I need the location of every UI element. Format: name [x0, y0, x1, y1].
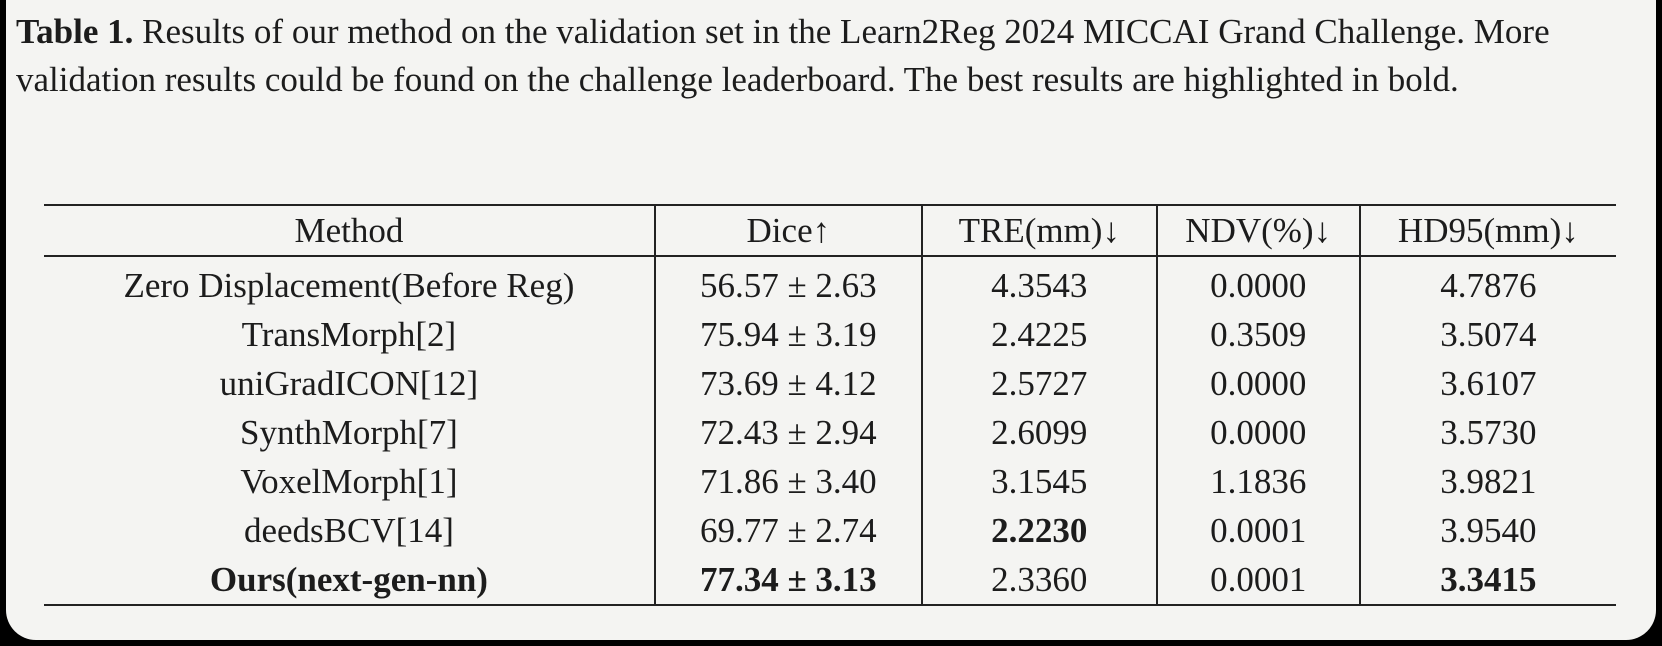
- cell-dice: 73.69 ± 4.12: [653, 359, 922, 408]
- cell-hd95: 4.7876: [1358, 256, 1616, 310]
- caption-text: Results of our method on the validation …: [16, 12, 1550, 99]
- cell-hd95: 3.5730: [1358, 408, 1616, 457]
- cell-method: SynthMorph[7]: [240, 413, 458, 452]
- cell-hd95: 3.9540: [1358, 506, 1616, 555]
- cell-dice: 77.34 ± 3.13: [653, 555, 922, 605]
- table-header-row: Method Dice↑ TRE(mm)↓ NDV(%)↓ HD95(mm)↓: [44, 205, 1616, 257]
- table-row: TransMorph[2] 75.94 ± 3.19 2.4225 0.3509…: [44, 310, 1616, 359]
- cell-method: VoxelMorph[1]: [240, 462, 458, 501]
- cell-dice: 72.43 ± 2.94: [653, 408, 922, 457]
- results-table: Method Dice↑ TRE(mm)↓ NDV(%)↓ HD95(mm)↓ …: [44, 204, 1616, 606]
- cell-tre: 2.6099: [920, 408, 1157, 457]
- cell-tre: 2.3360: [920, 555, 1157, 605]
- header-hd95: HD95(mm)↓: [1358, 205, 1616, 257]
- table-row: VoxelMorph[1] 71.86 ± 3.40 3.1545 1.1836…: [44, 457, 1616, 506]
- table-row: Ours(next-gen-nn) 77.34 ± 3.13 2.3360 0.…: [44, 555, 1616, 605]
- cell-method: Ours(next-gen-nn): [209, 560, 488, 599]
- cell-ndv: 0.0000: [1155, 359, 1360, 408]
- cell-tre: 3.1545: [920, 457, 1157, 506]
- header-method: Method: [44, 205, 655, 257]
- cell-hd95: 3.9821: [1358, 457, 1616, 506]
- results-table-wrapper: Method Dice↑ TRE(mm)↓ NDV(%)↓ HD95(mm)↓ …: [44, 204, 1616, 606]
- header-ndv: NDV(%)↓: [1155, 205, 1360, 257]
- cell-ndv: 0.0001: [1155, 555, 1360, 605]
- cell-dice: 56.57 ± 2.63: [653, 256, 922, 310]
- cell-tre: 2.4225: [920, 310, 1157, 359]
- cell-tre: 2.5727: [920, 359, 1157, 408]
- cell-method: uniGradICON[12]: [219, 364, 479, 403]
- table-row: deedsBCV[14] 69.77 ± 2.74 2.2230 0.0001 …: [44, 506, 1616, 555]
- cell-ndv: 0.0000: [1155, 408, 1360, 457]
- paper-page: Table 1. Results of our method on the va…: [6, 0, 1656, 640]
- cell-ndv: 0.3509: [1155, 310, 1360, 359]
- cell-ndv: 1.1836: [1155, 457, 1360, 506]
- cell-hd95: 3.5074: [1358, 310, 1616, 359]
- cell-method: Zero Displacement(Before Reg): [123, 266, 575, 305]
- cell-ndv: 0.0000: [1155, 256, 1360, 310]
- cell-hd95: 3.3415: [1358, 555, 1616, 605]
- cell-dice: 69.77 ± 2.74: [653, 506, 922, 555]
- cell-dice: 75.94 ± 3.19: [653, 310, 922, 359]
- table-row: Zero Displacement(Before Reg) 56.57 ± 2.…: [44, 256, 1616, 310]
- table-row: uniGradICON[12] 73.69 ± 4.12 2.5727 0.00…: [44, 359, 1616, 408]
- cell-ndv: 0.0001: [1155, 506, 1360, 555]
- cell-tre: 4.3543: [920, 256, 1157, 310]
- cell-tre: 2.2230: [920, 506, 1157, 555]
- cell-method: TransMorph[2]: [241, 315, 457, 354]
- cell-method: deedsBCV[14]: [243, 511, 454, 550]
- caption-label: Table 1.: [16, 12, 134, 51]
- cell-hd95: 3.6107: [1358, 359, 1616, 408]
- header-dice: Dice↑: [653, 205, 922, 257]
- table-caption: Table 1. Results of our method on the va…: [16, 8, 1641, 104]
- cell-dice: 71.86 ± 3.40: [653, 457, 922, 506]
- table-row: SynthMorph[7] 72.43 ± 2.94 2.6099 0.0000…: [44, 408, 1616, 457]
- header-tre: TRE(mm)↓: [920, 205, 1157, 257]
